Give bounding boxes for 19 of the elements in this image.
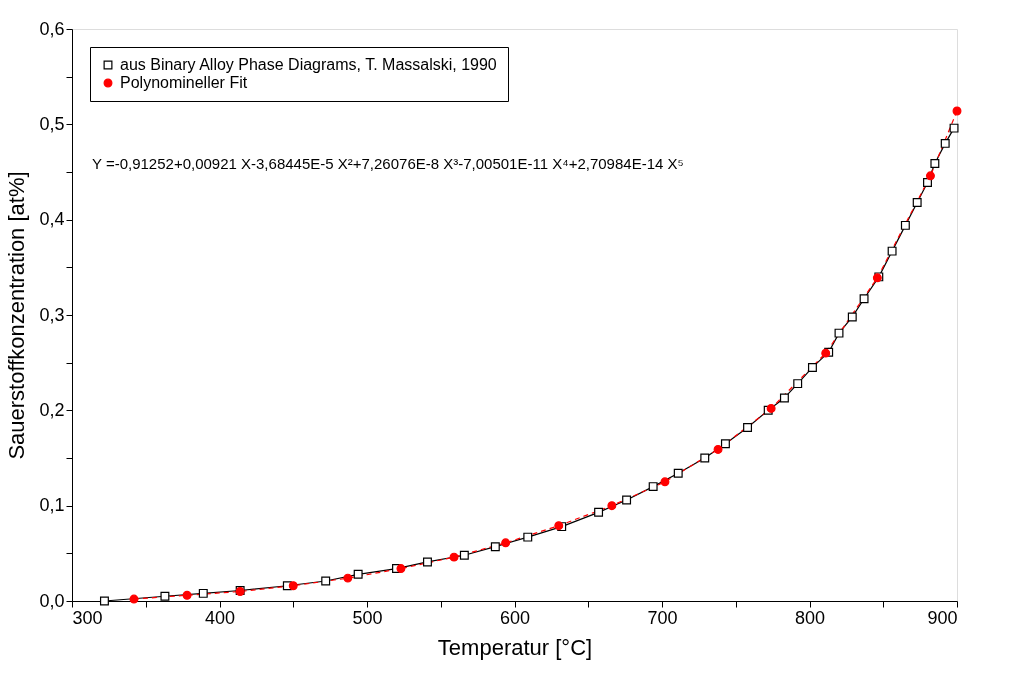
x-tick-label: 400 — [204, 607, 236, 628]
x-tick-label: 500 — [352, 607, 383, 628]
x-tick-label: 800 — [794, 607, 826, 628]
y-axis-title: Sauerstoffkonzentration [at%] — [4, 171, 30, 460]
y-tick-label: 0,5 — [39, 113, 65, 134]
x-axis-title: Temperatur [°C] — [437, 634, 593, 660]
y-tick-label: 0,2 — [39, 399, 65, 420]
legend-label: Polynomineller Fit — [120, 74, 248, 91]
y-tick-label: 0,4 — [39, 209, 65, 230]
y-tick-label: 0,6 — [39, 18, 65, 39]
y-tick-label: 0,0 — [39, 590, 65, 611]
x-tick-label: 700 — [647, 607, 678, 628]
y-tick-label: 0,3 — [39, 304, 65, 325]
x-tick-label: 600 — [499, 607, 531, 628]
x-tick-label: 900 — [927, 607, 958, 628]
annotation: Y =-0,91252+0,00921 X-3,68445E-5 X²+7,26076E-8 X³-7,00501E-11 X⁴+2,70984E-14 X⁵ — [92, 155, 684, 172]
x-tick-label: 300 — [72, 607, 103, 628]
legend-label: aus Binary Alloy Phase Diagrams, T. Massalski, 1990 — [120, 56, 497, 73]
y-tick-label: 0,1 — [39, 495, 65, 516]
